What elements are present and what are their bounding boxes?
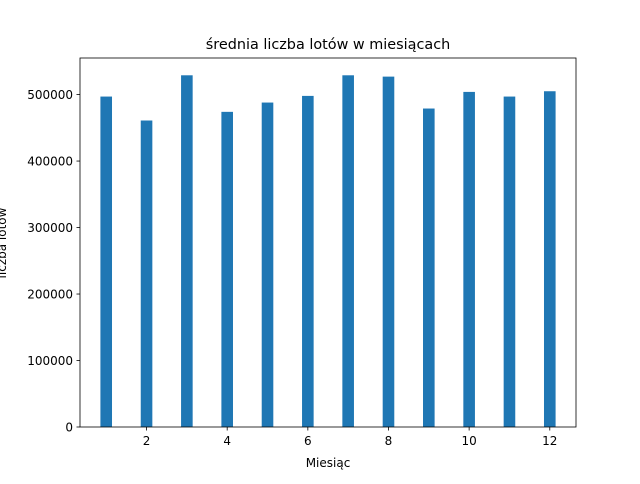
x-tick-label: 6 (304, 434, 312, 448)
bar-month-7 (342, 75, 354, 427)
bar-month-5 (261, 102, 274, 428)
y-tick-label: 100000 (27, 354, 73, 368)
y-axis-label: liczba lotów (0, 207, 9, 278)
y-axis-ticks: 0 100000 200000 300000 400000 500000 (27, 88, 80, 435)
bar-month-12 (543, 91, 556, 428)
x-tick-label: 10 (461, 434, 476, 448)
bar-month-1 (100, 96, 113, 427)
bars-layer (100, 75, 556, 428)
x-tick-label: 2 (143, 434, 151, 448)
bar-month-3 (181, 75, 193, 427)
bar-month-6 (302, 95, 314, 428)
plot-frame (79, 57, 577, 428)
x-tick-label: 12 (542, 434, 557, 448)
bar-month-9 (423, 108, 435, 427)
x-tick-label: 8 (385, 434, 393, 448)
chart-title: średnia liczba lotów w miesiącach (206, 37, 450, 53)
y-tick-label: 0 (65, 421, 73, 435)
x-tick-label: 4 (223, 434, 231, 448)
y-tick-label: 400000 (27, 155, 73, 169)
x-axis-label: Miesiąc (306, 456, 351, 470)
bar-month-4 (221, 111, 233, 427)
bar-month-2 (140, 120, 153, 427)
bar-month-10 (463, 91, 475, 427)
x-axis-ticks: 2 4 6 8 10 12 (143, 427, 557, 448)
bar-month-11 (503, 96, 516, 427)
y-tick-label: 500000 (27, 88, 73, 102)
bar-month-8 (382, 76, 395, 428)
y-tick-label: 200000 (27, 288, 73, 302)
y-tick-label: 300000 (27, 221, 73, 235)
